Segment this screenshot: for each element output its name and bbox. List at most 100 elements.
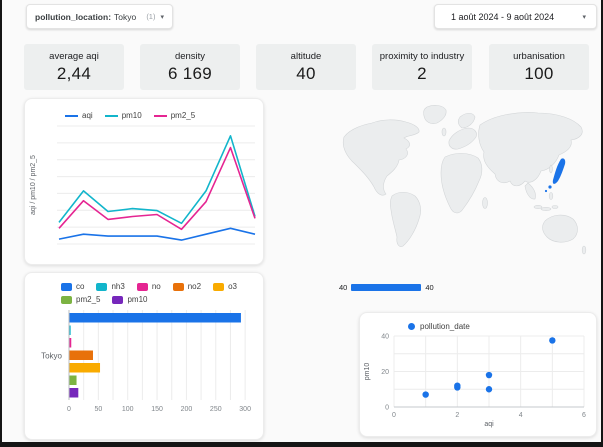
philippines-region (548, 192, 554, 200)
legend-swatch (61, 295, 72, 304)
svg-text:40: 40 (381, 334, 389, 341)
legend-item-pm10[interactable]: pm10 (112, 295, 147, 304)
south-america-region (390, 191, 421, 247)
scandinavia-region (457, 112, 476, 129)
filter-chip-count: (1) (146, 12, 156, 21)
kpi-value: 40 (296, 64, 316, 83)
legend-label: pollution_date (420, 322, 470, 331)
legend-label: pm2_5 (76, 295, 101, 304)
legend-item-pollution_date[interactable]: pollution_date (408, 322, 470, 331)
legend-item-no2[interactable]: no2 (172, 282, 202, 291)
kpi-label: average aqi (49, 51, 99, 62)
bar-no[interactable] (69, 338, 72, 348)
line-series-pm2_5[interactable] (58, 146, 256, 231)
svg-text:300: 300 (239, 406, 251, 413)
bar-co[interactable] (69, 313, 241, 323)
y-axis-label: pm10 (364, 363, 371, 381)
australia-region (542, 214, 578, 243)
legend-label: nh3 (111, 282, 125, 291)
legend-swatch (213, 282, 225, 291)
category-label: Tokyo (41, 351, 62, 360)
legend-item-pm2_5[interactable]: pm2_5 (153, 111, 196, 120)
legend-label: pm2_5 (170, 111, 196, 120)
scatter-point[interactable] (549, 337, 556, 344)
line-chart[interactable]: aqi / pm10 / pm2_5 (25, 120, 263, 254)
legend-swatch (136, 282, 148, 291)
scatter-chart-card: pollution_date 0 2 4 6 0 20 40 aqi pm10 (359, 312, 597, 437)
scatter-point[interactable] (485, 386, 493, 393)
kpi-value: 6 169 (167, 64, 213, 83)
date-range-value: 1 août 2024 - 9 août 2024 (451, 11, 555, 22)
bar-chart[interactable]: 0 50 100 150 200 250 300 Tokyo (25, 304, 263, 424)
legend-item-nh3[interactable]: nh3 (96, 282, 125, 291)
scatter-point[interactable] (422, 391, 429, 398)
legend-swatch (65, 114, 78, 117)
kpi-altitude[interactable]: altitude 40 (256, 44, 356, 90)
axis-ticks: 0 2 4 6 0 20 40 (381, 334, 586, 420)
bar-o3[interactable] (69, 363, 101, 373)
europe-region (448, 127, 477, 150)
legend-label: pm10 (121, 111, 142, 120)
indonesia-islands (533, 205, 543, 209)
bar-pm10[interactable] (69, 388, 79, 398)
legend-swatch (408, 323, 415, 330)
map-color-scale: 40 40 (339, 283, 434, 292)
svg-text:0: 0 (392, 412, 396, 419)
scatter-point[interactable] (485, 371, 493, 379)
chevron-down-icon[interactable]: ▾ (582, 13, 586, 21)
legend-label: pm10 (127, 295, 148, 304)
filter-chip-label: pollution_location: (35, 11, 112, 22)
indonesia-islands (540, 207, 552, 211)
scatter-chart-legend: pollution_date (360, 313, 596, 331)
greenland-region (423, 105, 447, 124)
kpi-average-aqi[interactable]: average aqi 2,44 (24, 44, 124, 90)
gridlines (68, 310, 246, 400)
line-chart-legend: aqi pm10 pm2_5 (25, 99, 263, 120)
filter-chip-pollution-location[interactable]: pollution_location: Tokyo (1) ▾ (26, 4, 173, 29)
gridlines (57, 125, 255, 245)
chevron-down-icon[interactable]: ▾ (160, 13, 164, 21)
kpi-proximity-to-industry[interactable]: proximity to industry 2 (372, 44, 472, 90)
kpi-density[interactable]: density 6 169 (140, 44, 240, 90)
southeast-asia-region (524, 182, 536, 200)
scatter-point[interactable] (454, 382, 461, 389)
svg-text:4: 4 (519, 412, 523, 419)
line-series-pm10[interactable] (58, 135, 256, 225)
legend-label: no2 (187, 282, 202, 291)
scale-max-label: 40 (425, 283, 434, 292)
asia-region (478, 112, 583, 187)
line-series-aqi[interactable] (58, 227, 256, 241)
legend-swatch (172, 282, 184, 291)
indonesia-islands (551, 205, 559, 209)
svg-text:6: 6 (582, 412, 586, 419)
legend-item-no[interactable]: no (136, 282, 161, 291)
highlighted-country[interactable] (544, 158, 566, 193)
legend-item-pm10[interactable]: pm10 (104, 111, 142, 120)
kpi-urbanisation[interactable]: urbanisation 100 (489, 44, 589, 90)
legend-item-o3[interactable]: o3 (213, 282, 237, 291)
legend-item-aqi[interactable]: aqi (65, 111, 93, 120)
bar-chart-legend: co nh3 no no2 o3 pm2_5 pm10 (25, 273, 263, 304)
legend-swatch (96, 282, 108, 291)
svg-text:100: 100 (122, 406, 134, 413)
world-map[interactable] (332, 97, 597, 272)
kpi-value: 2 (417, 64, 427, 83)
kpi-label: proximity to industry (379, 51, 465, 62)
scatter-chart[interactable]: 0 2 4 6 0 20 40 aqi pm10 (360, 331, 596, 429)
date-range-picker[interactable]: 1 août 2024 - 9 août 2024 ▾ (434, 4, 597, 29)
legend-item-pm2_5[interactable]: pm2_5 (61, 295, 100, 304)
bar-no2[interactable] (69, 350, 93, 361)
kpi-label: altitude (290, 51, 322, 62)
legend-swatch (104, 114, 118, 117)
svg-text:0: 0 (385, 405, 389, 412)
continent-shapes (342, 105, 587, 255)
bar-pm2_5[interactable] (69, 375, 77, 386)
madagascar-region (482, 197, 488, 209)
svg-text:50: 50 (94, 406, 102, 413)
legend-item-co[interactable]: co (61, 282, 84, 291)
japan-island (548, 185, 552, 189)
svg-text:150: 150 (151, 406, 163, 413)
bar-nh3[interactable] (69, 325, 71, 336)
north-america-region (342, 119, 420, 196)
